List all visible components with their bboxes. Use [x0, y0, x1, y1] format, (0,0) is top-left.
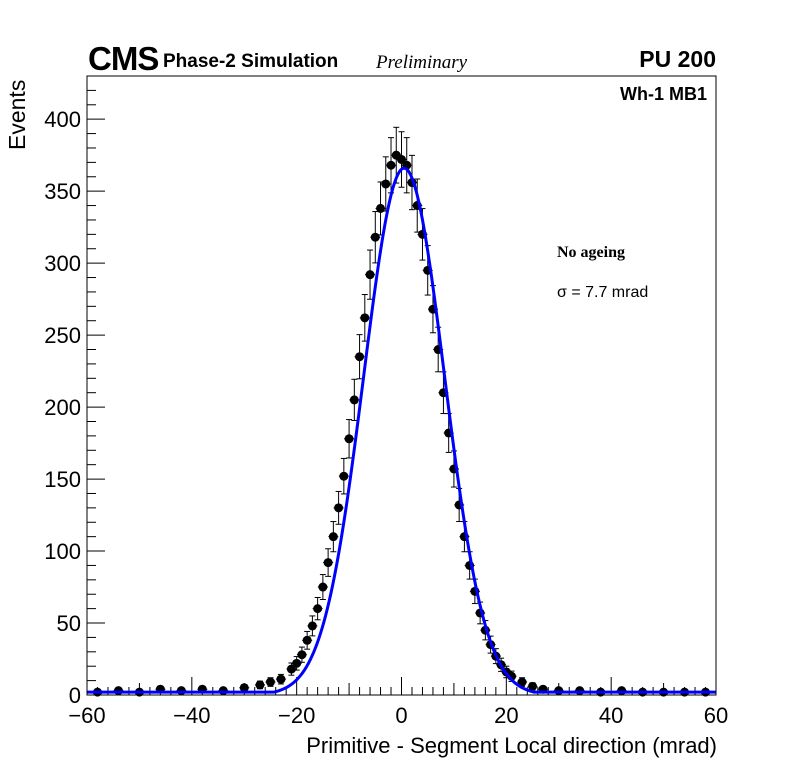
data-point	[317, 574, 328, 601]
data-point	[359, 294, 370, 342]
point-marker	[349, 395, 359, 405]
point-marker	[339, 471, 349, 481]
y-tick-label: 200	[44, 395, 81, 420]
data-point	[349, 378, 360, 422]
data-point	[254, 680, 265, 690]
x-tick-label: 40	[599, 703, 623, 728]
data-point	[312, 596, 323, 621]
data-point	[307, 615, 318, 637]
x-axis-title: Primitive - Segment Local direction (mra…	[306, 733, 717, 758]
point-marker	[397, 154, 406, 164]
data-point	[296, 646, 307, 663]
y-tick-label: 50	[57, 611, 81, 636]
point-marker	[318, 582, 328, 592]
subtitle-label: Phase-2 Simulation	[163, 51, 339, 72]
point-marker	[276, 674, 286, 684]
data-points-layer	[92, 126, 711, 697]
data-point	[380, 156, 391, 212]
chamber-label: Wh-1 MB1	[620, 84, 707, 104]
point-marker	[386, 160, 396, 170]
point-marker	[297, 650, 307, 660]
point-marker	[286, 664, 296, 674]
data-point	[323, 548, 334, 577]
point-marker	[381, 179, 391, 189]
y-tick-label: 100	[44, 539, 81, 564]
point-marker	[292, 658, 302, 668]
y-tick-labels: 0 50 100 150 200 250 300 350 400	[44, 107, 81, 708]
point-marker	[307, 621, 317, 631]
data-point	[354, 334, 365, 380]
point-marker	[302, 635, 312, 645]
y-tick-label: 150	[44, 467, 81, 492]
point-marker	[323, 558, 333, 568]
x-tick-label: −60	[68, 703, 105, 728]
point-marker	[365, 270, 375, 280]
data-point	[338, 457, 349, 495]
x-tick-label: −40	[173, 703, 210, 728]
condition-label: No ageing	[557, 244, 625, 261]
gaussian-fit-curve	[87, 166, 716, 694]
data-point	[265, 677, 276, 687]
data-point	[344, 419, 355, 459]
data-point	[396, 131, 407, 188]
x-tick-label: −20	[278, 703, 315, 728]
point-marker	[355, 352, 365, 362]
y-tick-label: 350	[44, 179, 81, 204]
experiment-logo-text: CMS	[88, 40, 159, 77]
point-marker	[255, 680, 265, 690]
point-marker	[334, 503, 344, 513]
x-tick-labels: −60 −40 −20 0 20 40 60	[68, 703, 728, 728]
data-point	[386, 137, 397, 194]
data-point	[365, 249, 376, 300]
x-tick-label: 0	[395, 703, 407, 728]
point-marker	[360, 313, 370, 323]
x-tick-label: 60	[704, 703, 728, 728]
plot-frame	[86, 75, 717, 696]
resolution-label: σ = 7.7 mrad	[557, 284, 649, 301]
point-marker	[344, 434, 354, 444]
data-point	[302, 630, 313, 650]
point-marker	[265, 677, 275, 687]
point-marker	[370, 232, 380, 242]
data-point	[527, 681, 538, 691]
data-point	[275, 673, 286, 685]
y-tick-label: 250	[44, 323, 81, 348]
point-marker	[528, 681, 538, 691]
point-marker	[239, 683, 249, 693]
point-marker	[517, 677, 527, 687]
y-tick-label: 300	[44, 251, 81, 276]
y-axis-title: Events	[4, 79, 30, 150]
data-point	[328, 521, 339, 553]
point-marker	[313, 604, 323, 614]
y-tick-label: 0	[69, 683, 81, 708]
data-point	[333, 490, 344, 525]
point-marker	[328, 532, 338, 542]
x-tick-label: 20	[494, 703, 518, 728]
y-tick-label: 400	[44, 107, 81, 132]
status-label: Preliminary	[376, 52, 468, 73]
pileup-label: PU 200	[639, 46, 716, 72]
